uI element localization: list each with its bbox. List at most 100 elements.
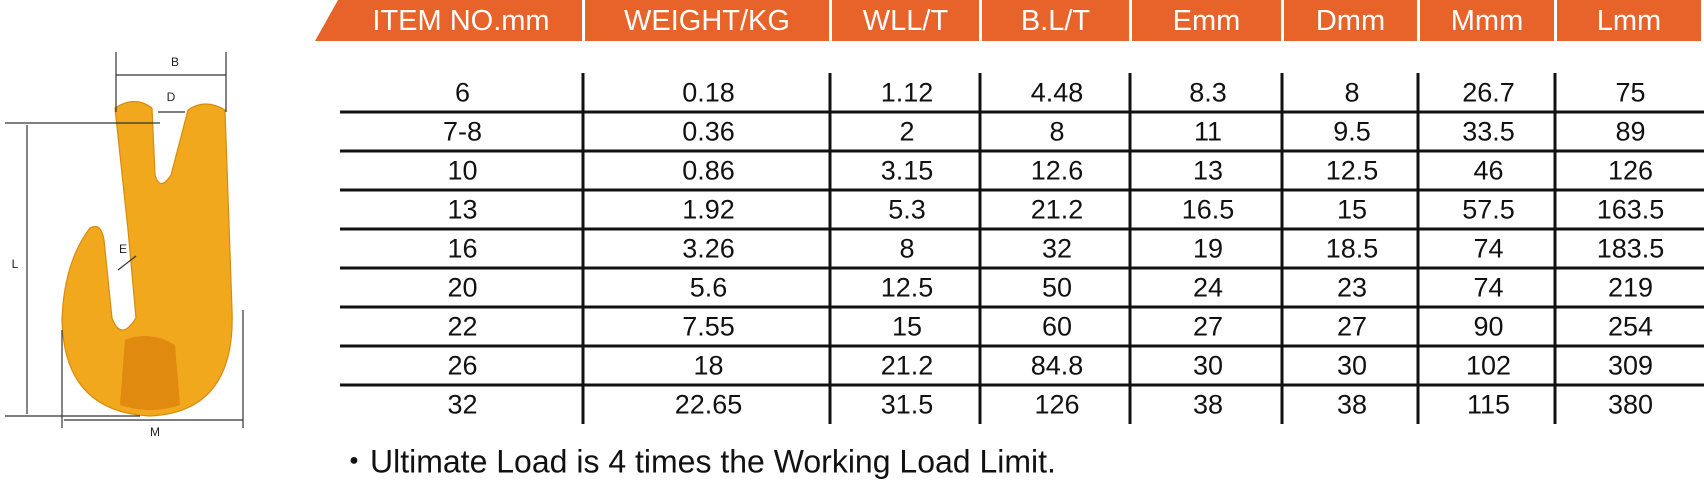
header-cell xyxy=(832,0,979,41)
cell: 57.5 xyxy=(1462,195,1515,225)
cell: 13 xyxy=(1193,156,1223,186)
cell: 6 xyxy=(455,78,470,108)
cell: 33.5 xyxy=(1462,117,1515,147)
cell: 12.6 xyxy=(1031,156,1084,186)
cell: 75 xyxy=(1615,78,1645,108)
cell: 0.86 xyxy=(682,156,735,186)
spec-table: ITEM NO.mm WEIGHT/KG WLL/T B.L/T Emm Dmm Mmm Lm… xyxy=(315,0,1704,424)
cell: 8.3 xyxy=(1189,78,1227,108)
cell: 309 xyxy=(1608,351,1653,381)
cell: 3.26 xyxy=(682,234,735,264)
cell: 380 xyxy=(1608,390,1653,420)
cell: 4.48 xyxy=(1031,78,1084,108)
cell: 27 xyxy=(1337,312,1367,342)
cell: 183.5 xyxy=(1597,234,1665,264)
cell: 3.15 xyxy=(881,156,934,186)
cell: 27 xyxy=(1193,312,1223,342)
dim-label: L xyxy=(12,257,19,271)
cell: 8 xyxy=(899,234,914,264)
cell: 16.5 xyxy=(1182,195,1235,225)
header-text: WLL/T xyxy=(863,5,949,37)
header-cell xyxy=(1284,0,1417,41)
cell: 38 xyxy=(1193,390,1223,420)
cell: 18 xyxy=(693,351,723,381)
cell: 31.5 xyxy=(881,390,934,420)
dim-label: B xyxy=(171,55,179,69)
cell: 12.5 xyxy=(1326,156,1379,186)
cell: 74 xyxy=(1473,234,1503,264)
cell: 32 xyxy=(1042,234,1072,264)
cell: 0.18 xyxy=(682,78,735,108)
cell: 15 xyxy=(1337,195,1367,225)
header-cell xyxy=(1420,0,1554,41)
cell: 15 xyxy=(892,312,922,342)
header-cell xyxy=(1132,0,1281,41)
cell: 12.5 xyxy=(881,273,934,303)
note: ・Ultimate Load is 4 times the Working Lo… xyxy=(338,443,1056,479)
cell: 8 xyxy=(1344,78,1359,108)
hook-diagram xyxy=(5,52,244,428)
cell: 26 xyxy=(447,351,477,381)
header-text: ITEM NO.mm xyxy=(372,5,549,37)
cell: 126 xyxy=(1608,156,1653,186)
cell: 0.36 xyxy=(682,117,735,147)
cell: 102 xyxy=(1466,351,1511,381)
cell: 10 xyxy=(447,156,477,186)
dim-label: E xyxy=(119,242,127,256)
header-text: WEIGHT/KG xyxy=(624,5,790,37)
cell: 16 xyxy=(447,234,477,264)
diagram-labels: B D L E M xyxy=(12,55,179,439)
dim-label: D xyxy=(167,90,176,104)
cell: 46 xyxy=(1473,156,1503,186)
cell: 50 xyxy=(1042,273,1072,303)
cell: 23 xyxy=(1337,273,1367,303)
cell: 24 xyxy=(1193,273,1223,303)
hook-shade xyxy=(120,336,180,410)
cell: 1.12 xyxy=(881,78,934,108)
cell: 126 xyxy=(1034,390,1079,420)
cell: 163.5 xyxy=(1597,195,1665,225)
header-text: B.L/T xyxy=(1021,5,1091,37)
header-text: Mmm xyxy=(1451,5,1523,37)
cell: 8 xyxy=(1049,117,1064,147)
cell: 89 xyxy=(1615,117,1645,147)
cell: 18.5 xyxy=(1326,234,1379,264)
cell: 7-8 xyxy=(443,117,482,147)
header-cell xyxy=(982,0,1129,41)
cell: 1.92 xyxy=(682,195,735,225)
cell: 11 xyxy=(1194,117,1222,147)
header-cell xyxy=(1557,0,1701,41)
cell: 22.65 xyxy=(675,390,743,420)
cell: 13 xyxy=(447,195,477,225)
cell: 30 xyxy=(1193,351,1223,381)
cell: 219 xyxy=(1608,273,1653,303)
cell: 90 xyxy=(1473,312,1503,342)
cell: 84.8 xyxy=(1031,351,1084,381)
cell: 2 xyxy=(899,117,914,147)
cell: 32 xyxy=(447,390,477,420)
dim-label: M xyxy=(150,425,160,439)
cell: 38 xyxy=(1337,390,1367,420)
cell: 9.5 xyxy=(1333,117,1371,147)
cell: 5.3 xyxy=(888,195,926,225)
header-text: Dmm xyxy=(1316,5,1385,37)
header-cell xyxy=(585,0,829,41)
cell: 7.55 xyxy=(682,312,735,342)
dim-line xyxy=(117,255,137,271)
cell: 21.2 xyxy=(1031,195,1084,225)
cell: 74 xyxy=(1473,273,1503,303)
header-text: Lmm xyxy=(1597,5,1661,37)
cell: 26.7 xyxy=(1462,78,1515,108)
cell: 30 xyxy=(1337,351,1367,381)
cell: 254 xyxy=(1608,312,1653,342)
cell: 5.6 xyxy=(690,273,728,303)
header-text: Emm xyxy=(1173,5,1241,37)
cell: 115 xyxy=(1467,390,1510,420)
cell: 21.2 xyxy=(881,351,934,381)
cell: 20 xyxy=(447,273,477,303)
cell: 19 xyxy=(1193,234,1223,264)
header-cell xyxy=(315,0,582,41)
cell: 60 xyxy=(1042,312,1072,342)
